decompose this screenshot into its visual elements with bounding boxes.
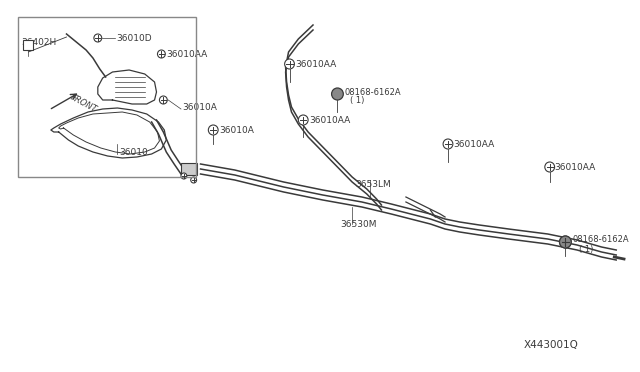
Circle shape xyxy=(209,125,218,135)
Circle shape xyxy=(157,50,165,58)
Text: X443001Q: X443001Q xyxy=(524,340,578,350)
Circle shape xyxy=(181,173,187,179)
Text: 36010AA: 36010AA xyxy=(309,115,350,125)
Text: 36010D: 36010D xyxy=(116,33,152,42)
Circle shape xyxy=(159,96,167,104)
Text: 36010: 36010 xyxy=(119,148,148,157)
Circle shape xyxy=(94,34,102,42)
Text: 36010AA: 36010AA xyxy=(296,60,337,68)
Circle shape xyxy=(559,236,572,248)
Text: 36010A: 36010A xyxy=(219,125,254,135)
Bar xyxy=(18,17,196,177)
Circle shape xyxy=(443,139,453,149)
Text: 36010A: 36010A xyxy=(182,103,217,112)
Text: FRONT: FRONT xyxy=(68,93,98,115)
Text: 08168-6162A: 08168-6162A xyxy=(344,88,401,97)
Circle shape xyxy=(285,59,294,69)
Text: 3653LM: 3653LM xyxy=(355,180,391,189)
Circle shape xyxy=(559,236,572,248)
Text: ( 1): ( 1) xyxy=(350,96,365,105)
Circle shape xyxy=(332,88,343,100)
Text: 36010AA: 36010AA xyxy=(555,163,596,171)
Text: 36402H: 36402H xyxy=(22,38,57,47)
Text: 36010AA: 36010AA xyxy=(166,49,207,58)
Text: 08168-6162A: 08168-6162A xyxy=(572,235,629,244)
Text: 36530M: 36530M xyxy=(340,220,377,229)
Text: ( 1): ( 1) xyxy=(579,245,593,254)
Circle shape xyxy=(545,162,555,172)
Text: 36010AA: 36010AA xyxy=(453,140,494,148)
Circle shape xyxy=(298,115,308,125)
Bar xyxy=(24,40,33,50)
Bar xyxy=(181,163,196,175)
Circle shape xyxy=(191,177,196,183)
